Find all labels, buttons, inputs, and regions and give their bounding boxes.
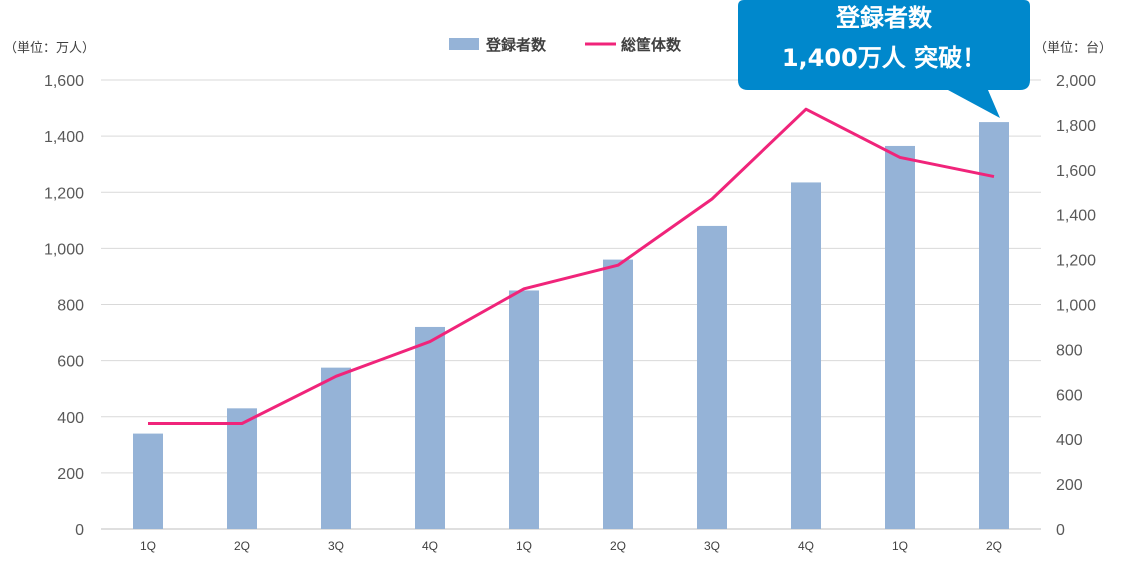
bar xyxy=(885,145,915,529)
x-axis: 1Q 2Q 3Q 4Q 1Q 2Q 3Q 4Q 1Q 2Q xyxy=(140,539,1002,553)
right-tick-label: 400 xyxy=(1056,432,1083,449)
category-label: 4Q xyxy=(422,539,438,553)
callout-bubble: 登録者数 1,400万人 突破！ xyxy=(738,0,1030,118)
right-tick-label: 1,000 xyxy=(1056,298,1096,315)
bar xyxy=(979,122,1009,529)
left-tick-label: 1,200 xyxy=(44,185,84,202)
right-tick-label: 200 xyxy=(1056,477,1083,494)
legend-label-bar: 登録者数 xyxy=(485,36,547,54)
left-tick-label: 800 xyxy=(57,298,84,315)
right-tick-label: 600 xyxy=(1056,387,1083,404)
category-label: 3Q xyxy=(328,539,344,553)
bar xyxy=(509,290,539,529)
line-series xyxy=(148,107,995,425)
bar xyxy=(415,326,445,529)
right-tick-label: 2,000 xyxy=(1056,73,1096,90)
bar xyxy=(133,433,163,529)
right-tick-label: 1,800 xyxy=(1056,118,1096,135)
category-label: 2Q xyxy=(234,539,250,553)
callout-line-2: 1,400万人 突破！ xyxy=(782,44,986,72)
left-tick-label: 400 xyxy=(57,410,84,427)
right-tick-label: 0 xyxy=(1056,522,1065,539)
category-label: 4Q xyxy=(798,539,814,553)
bar xyxy=(227,408,257,529)
category-label: 1Q xyxy=(892,539,908,553)
left-tick-label: 1,000 xyxy=(44,241,84,258)
left-tick-label: 1,400 xyxy=(44,129,84,146)
left-axis-unit-label: （単位：万人） xyxy=(4,40,95,56)
callout-shape xyxy=(738,0,1030,118)
right-tick-label: 1,200 xyxy=(1056,253,1096,270)
series-line xyxy=(148,107,995,425)
category-label: 2Q xyxy=(610,539,626,553)
bar xyxy=(321,367,351,529)
category-label: 3Q xyxy=(704,539,720,553)
legend-label-line: 総筐体数 xyxy=(621,36,682,54)
bar xyxy=(603,259,633,529)
bar xyxy=(791,182,821,529)
category-label: 1Q xyxy=(516,539,532,553)
category-label: 1Q xyxy=(140,539,156,553)
left-tick-label: 200 xyxy=(57,466,84,483)
left-tick-label: 1,600 xyxy=(44,73,84,90)
legend: 登録者数 総筐体数 xyxy=(449,36,682,54)
left-tick-label: 0 xyxy=(75,522,84,539)
right-tick-label: 1,600 xyxy=(1056,163,1096,180)
right-tick-label: 800 xyxy=(1056,342,1083,359)
right-axis: 0 200 400 600 800 1,000 1,200 1,400 1,600 1,800 2,… xyxy=(1056,73,1096,539)
right-axis-unit-label: （単位：台） xyxy=(1034,40,1112,56)
left-axis: 0 200 400 600 800 1,000 1,200 1,400 1,600 xyxy=(44,73,84,539)
category-label: 2Q xyxy=(986,539,1002,553)
bar xyxy=(697,225,727,530)
right-tick-label: 1,400 xyxy=(1056,208,1096,225)
legend-swatch-bar xyxy=(449,38,479,50)
bar-series xyxy=(133,122,1009,530)
left-tick-label: 600 xyxy=(57,354,84,371)
callout-line-1: 登録者数 xyxy=(835,4,933,32)
